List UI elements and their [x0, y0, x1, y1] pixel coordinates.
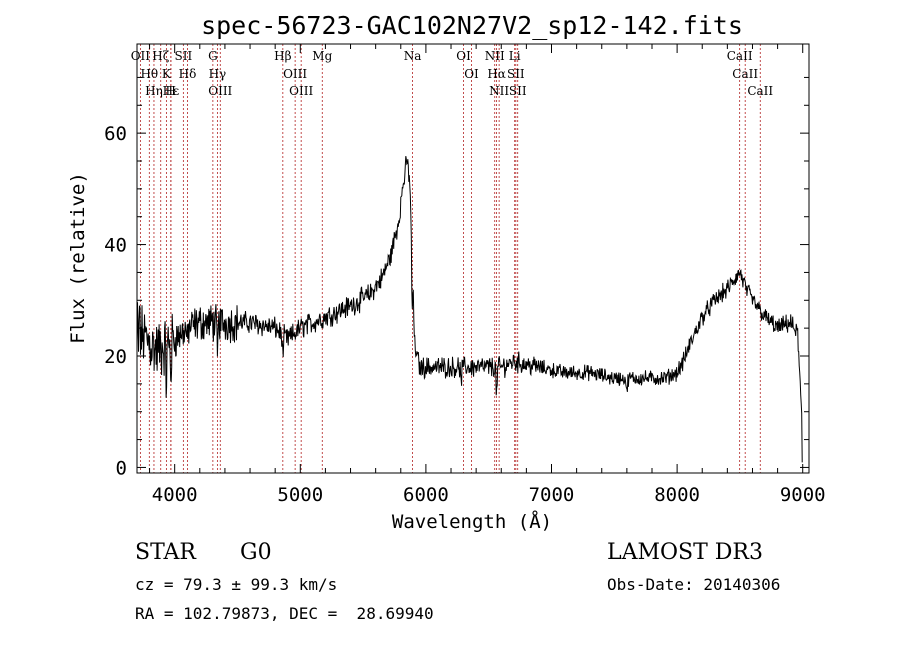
x-tick-label: 4000 [152, 484, 198, 506]
plot-frame [136, 43, 810, 474]
line-marker-label: OI [464, 67, 479, 81]
line-markers [139, 44, 761, 473]
line-marker-label: H [166, 84, 176, 98]
object-class: STAR [135, 540, 196, 565]
line-marker-label: Hε [163, 84, 180, 98]
x-tick-label: 7000 [529, 484, 575, 506]
y-tick-label: 40 [104, 235, 127, 257]
line-marker-label: CaII [727, 49, 753, 63]
y-tick-label: 20 [104, 346, 127, 368]
x-tick-label: 9000 [780, 484, 826, 506]
line-marker-label: Li [509, 49, 521, 63]
line-marker-label: G [208, 49, 218, 63]
line-marker-label: OI [456, 49, 471, 63]
line-marker-label: OIII [289, 84, 313, 98]
line-marker-label: Hδ [179, 67, 197, 81]
line-marker-label: NII [485, 49, 505, 63]
line-marker-label: Hζ [152, 49, 169, 63]
line-marker-label: K [162, 67, 172, 81]
line-marker-label: SII [507, 67, 525, 81]
line-marker-label: CaII [732, 67, 758, 81]
coordinates: RA = 102.79873, DEC = 28.69940 [135, 604, 434, 623]
survey-name: LAMOST DR3 [607, 540, 763, 565]
line-marker-label: SII [509, 84, 527, 98]
x-tick-label: 6000 [403, 484, 449, 506]
line-marker-label: CaII [747, 84, 773, 98]
line-marker-label: Hα [487, 67, 506, 81]
line-marker-label: OIII [283, 67, 307, 81]
chart-title: spec-56723-GAC102N27V2_sp12-142.fits [201, 11, 743, 40]
line-marker-label: SII [174, 49, 192, 63]
line-marker-label: Mg [312, 49, 332, 63]
y-tick-label: 0 [116, 457, 127, 479]
line-marker-label: NII [489, 84, 509, 98]
redshift-cz: cz = 79.3 ± 99.3 km/s [135, 575, 338, 594]
y-axis-label: Flux (relative) [67, 172, 89, 344]
y-tick-labels: 0 20 40 60 [104, 123, 127, 479]
line-marker-label: OIII [208, 84, 232, 98]
x-tick-labels: 4000 5000 6000 7000 8000 9000 [152, 484, 826, 506]
x-tick-label: 8000 [654, 484, 700, 506]
x-tick-label: 5000 [277, 484, 323, 506]
x-axis-label: Wavelength (Å) [392, 510, 552, 533]
line-marker-label: Hβ [274, 49, 291, 63]
axis-ticks [137, 44, 809, 473]
spectrum-series-line [136, 156, 803, 463]
line-marker-label: Hη [145, 84, 163, 98]
y-tick-label: 60 [104, 123, 127, 145]
line-marker-label: Na [404, 49, 422, 63]
line-marker-label: OII [131, 49, 151, 63]
observation-date: Obs-Date: 20140306 [607, 575, 781, 594]
object-subclass: G0 [240, 540, 272, 565]
line-marker-label: Hγ [209, 67, 227, 81]
line-marker-label: Hθ [140, 67, 158, 81]
